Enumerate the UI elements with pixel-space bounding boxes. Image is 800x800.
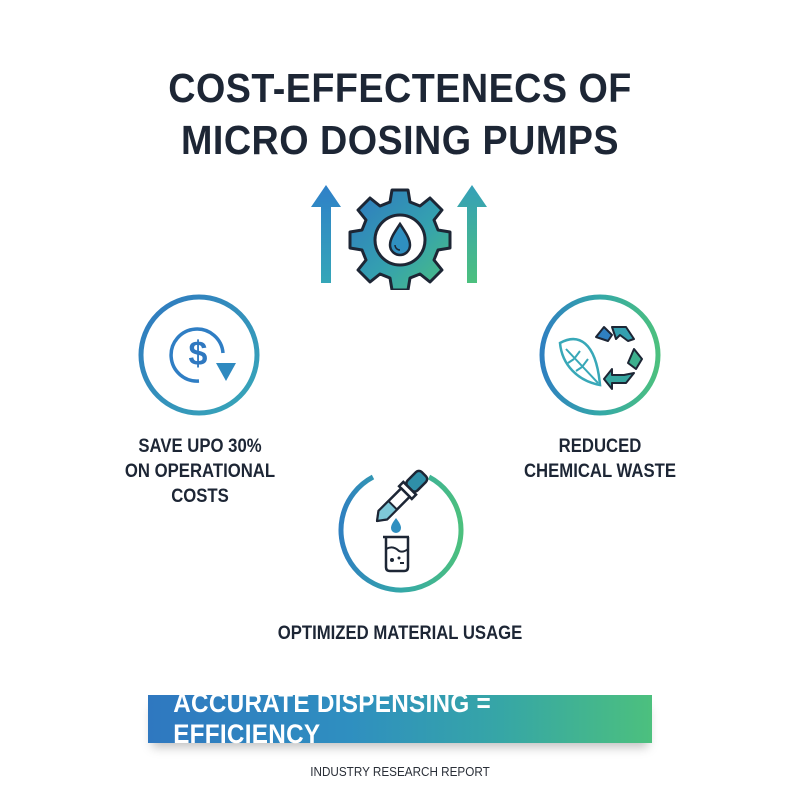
material-usage-badge xyxy=(333,463,467,597)
cost-savings-label: SAVE UPO 30% ON OPERATIONAL COSTS xyxy=(124,436,276,507)
banner-text: ACCURATE DISPENSING = EFFICIENCY xyxy=(173,688,491,749)
efficiency-banner: ACCURATE DISPENSING = EFFICIENCY xyxy=(148,688,652,749)
material-usage-label: OPTIMIZED MATERIAL USAGE xyxy=(277,623,523,644)
waste-reduction-badge xyxy=(538,293,662,417)
dollar-down-icon: $ xyxy=(138,294,260,416)
arrow-up-icon xyxy=(457,185,487,283)
footer-source: INDUSTRY RESEARCH REPORT xyxy=(310,764,490,779)
waste-reduction-label: REDUCED CHEMICAL WASTE xyxy=(523,436,677,482)
cost-savings-badge: $ xyxy=(137,293,261,417)
hero-graphic xyxy=(300,180,500,290)
svg-text:$: $ xyxy=(189,335,208,373)
dropper-beaker-icon xyxy=(338,469,464,593)
title-line-1: COST-EFFECTENECS OF xyxy=(168,65,632,111)
gear-droplet-icon xyxy=(348,188,452,290)
page-title: COST-EFFECTENECS OF MICRO DOSING PUMPS xyxy=(32,62,768,166)
leaf-recycle-icon xyxy=(539,294,661,416)
arrow-up-icon xyxy=(311,185,341,283)
title-line-2: MICRO DOSING PUMPS xyxy=(181,117,619,163)
